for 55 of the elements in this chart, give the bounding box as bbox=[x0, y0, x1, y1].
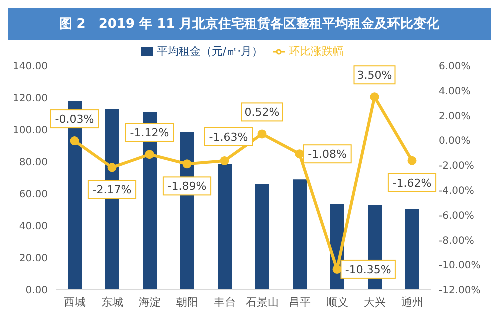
bar bbox=[293, 180, 307, 290]
x-tick-label: 丰台 bbox=[214, 296, 236, 309]
point bbox=[220, 156, 230, 166]
point bbox=[70, 136, 80, 146]
point bbox=[258, 130, 267, 139]
x-tick-label: 通州 bbox=[401, 296, 424, 309]
y2-tick-label: -4.00% bbox=[439, 186, 474, 197]
data-label: -1.62% bbox=[392, 176, 432, 190]
y2-tick-label: 0.00% bbox=[439, 136, 471, 148]
data-label: -2.17% bbox=[92, 184, 132, 197]
y-tick-label: 0.00 bbox=[26, 286, 48, 297]
bar bbox=[406, 209, 420, 290]
data-label: 3.50% bbox=[357, 69, 392, 82]
y2-tick-label: -2.00% bbox=[439, 161, 474, 172]
y2-tick-label: -8.00% bbox=[439, 236, 474, 247]
point bbox=[408, 156, 417, 166]
data-label: -1.08% bbox=[308, 148, 348, 162]
x-tick-label: 昌平 bbox=[288, 296, 311, 309]
data-label: 0.52% bbox=[244, 106, 280, 120]
y-tick-label: 120.00 bbox=[13, 94, 48, 105]
y2-tick-label: 2.00% bbox=[439, 111, 471, 122]
y-tick-label: 100.00 bbox=[13, 126, 48, 137]
x-tick-label: 大兴 bbox=[364, 296, 386, 309]
y2-tick-label: -10.00% bbox=[439, 260, 481, 272]
y-tick-label: 60.00 bbox=[19, 190, 48, 201]
legend-label: 环比涨跌幅 bbox=[289, 45, 344, 58]
legend-label: 平均租金（元/㎡·月） bbox=[156, 45, 264, 58]
data-label: -10.35% bbox=[345, 263, 392, 276]
y-tick-label: 80.00 bbox=[19, 158, 48, 169]
x-tick-label: 石景山 bbox=[246, 296, 279, 309]
data-label: -1.12% bbox=[130, 126, 170, 140]
data-label: -0.03% bbox=[55, 113, 94, 126]
bar bbox=[256, 184, 270, 290]
x-tick-label: 朝阳 bbox=[176, 296, 198, 309]
chart-title: 图 2 2019 年 11 月北京住宅租赁各区整租平均租金及环比变化 bbox=[8, 8, 491, 40]
x-tick-label: 海淀 bbox=[138, 296, 161, 309]
bar bbox=[218, 164, 232, 290]
x-tick-label: 东城 bbox=[101, 296, 124, 309]
point bbox=[370, 92, 380, 102]
y-tick-label: 40.00 bbox=[19, 222, 48, 233]
y2-tick-label: 4.00% bbox=[439, 86, 471, 98]
point bbox=[145, 150, 154, 160]
y2-tick-label: -6.00% bbox=[439, 210, 474, 222]
x-tick-label: 顺义 bbox=[326, 296, 348, 309]
y-tick-label: 140.00 bbox=[13, 62, 48, 73]
x-tick-label: 西城 bbox=[64, 296, 86, 309]
point bbox=[108, 163, 117, 172]
point bbox=[295, 150, 304, 159]
y2-tick-label: -12.00% bbox=[439, 286, 481, 297]
y2-tick-label: 6.00% bbox=[439, 62, 471, 73]
point bbox=[332, 264, 342, 274]
y-tick-label: 20.00 bbox=[19, 254, 48, 265]
point bbox=[182, 160, 192, 169]
data-label: -1.89% bbox=[168, 180, 207, 194]
data-label: -1.63% bbox=[209, 130, 248, 144]
